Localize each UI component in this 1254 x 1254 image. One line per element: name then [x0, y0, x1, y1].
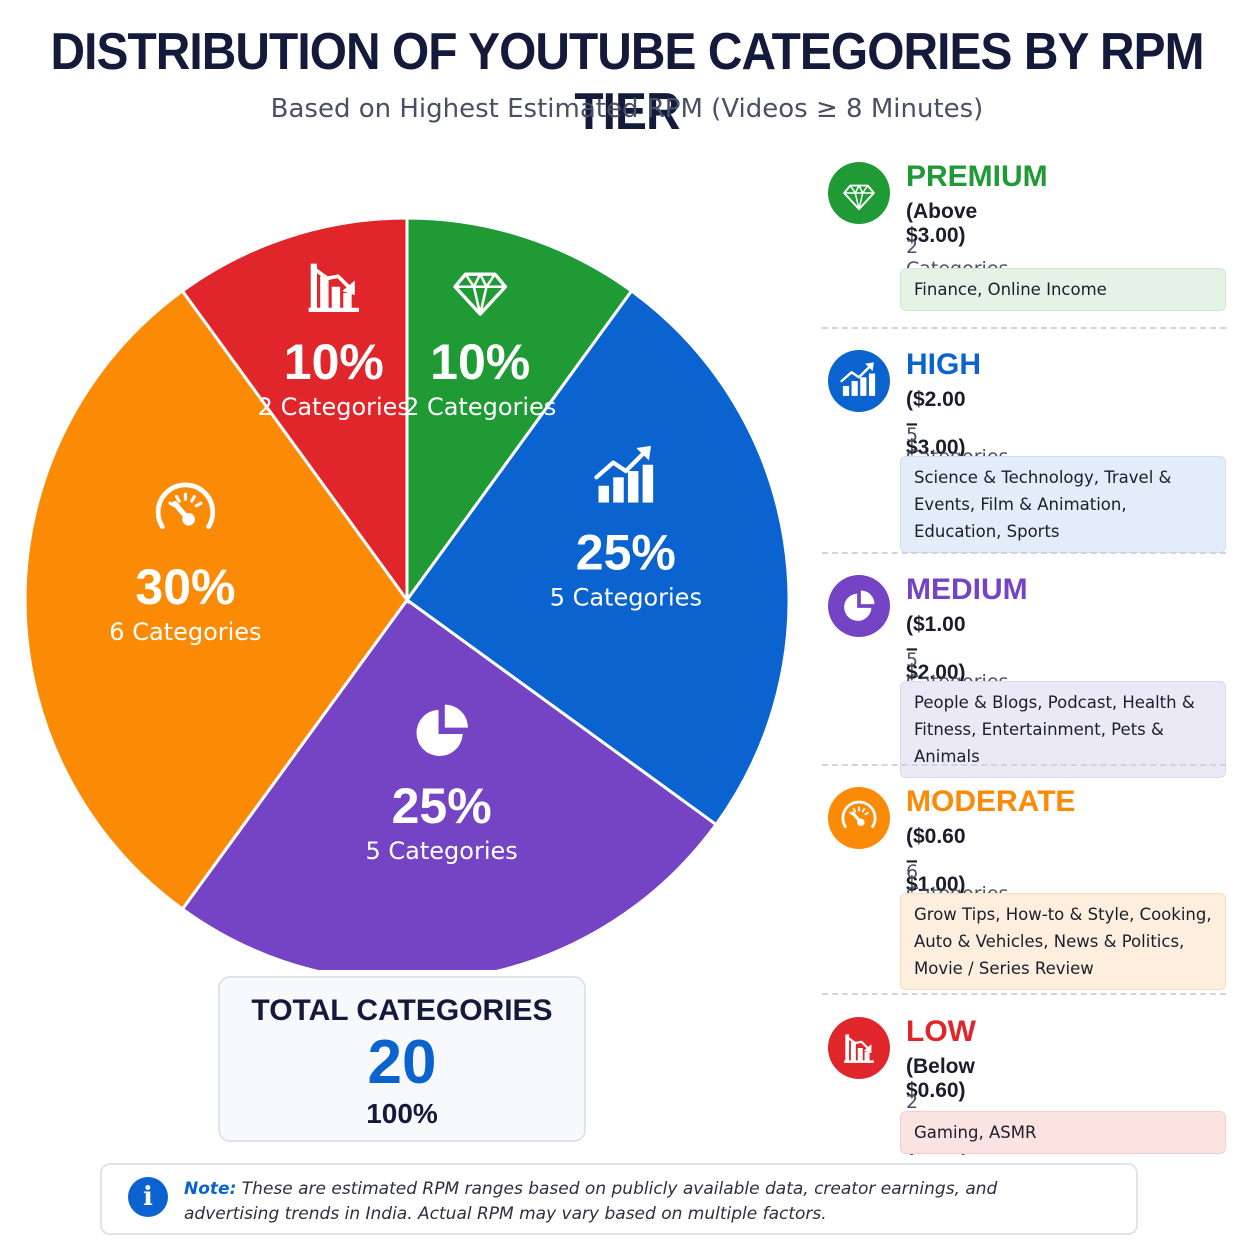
tier-categories-list: Grow Tips, How-to & Style, Cooking, Auto… — [900, 893, 1226, 990]
pie-slice-medium — [180, 597, 719, 970]
declining-chart-icon — [828, 1017, 890, 1079]
total-categories-value: 20 — [367, 1028, 437, 1097]
pie-chart-icon — [416, 704, 468, 757]
pie-chart-icon — [828, 575, 890, 637]
page-subtitle: Based on Highest Estimated RPM (Videos ≥… — [270, 94, 984, 124]
tier-name: MODERATE — [906, 785, 1076, 818]
tier-name: LOW — [906, 1015, 976, 1048]
slice-count-label: 5 Categories — [366, 837, 518, 865]
growth-chart-icon — [828, 350, 890, 412]
pie-chart: 10% 2 Categories 25% 5 Categories 25% 5 Categ… — [23, 216, 791, 970]
slice-label-moderate: 30% 6 Categories — [109, 482, 262, 646]
page-title: DISTRIBUTION OF YOUTUBE CATEGORIES BY RP… — [50, 23, 1204, 141]
slice-label-medium: 25% 5 Categories — [366, 704, 518, 865]
tier-name: HIGH — [906, 348, 981, 381]
slice-count-label: 2 Categories — [258, 393, 410, 421]
slice-count-label: 6 Categories — [109, 618, 261, 646]
tier-rpm-range: ($1.00 – $2.00) — [906, 613, 966, 684]
note-text: Note: These are estimated RPM ranges bas… — [184, 1177, 1004, 1227]
slice-percent-label: 25% — [576, 524, 676, 580]
growth-chart-icon — [594, 445, 654, 503]
slice-percent-label: 10% — [430, 334, 530, 390]
tier-divider — [822, 552, 1226, 554]
tier-rpm-range: (Below $0.60) — [906, 1055, 975, 1102]
slice-label-premium: 10% 2 Categories — [404, 272, 556, 421]
slice-label-high: 25% 5 Categories — [550, 445, 702, 611]
total-categories-card: TOTAL CATEGORIES 20 100% — [218, 976, 586, 1142]
slice-percent-label: 10% — [284, 334, 384, 390]
diamond-icon — [828, 162, 890, 224]
slice-count-label: 2 Categories — [404, 393, 556, 421]
tier-name: MEDIUM — [906, 573, 1028, 606]
slice-label-low: 10% 2 Categories — [258, 263, 410, 421]
slice-count-label: 5 Categories — [550, 583, 702, 611]
tier-name: PREMIUM — [906, 160, 1048, 193]
tier-rpm-range: (Above $3.00) — [906, 200, 978, 247]
pie-slice-moderate — [23, 288, 409, 912]
note-label: Note: — [184, 1179, 237, 1199]
info-icon: i — [128, 1177, 168, 1217]
tier-divider — [822, 327, 1226, 329]
speedometer-icon — [828, 787, 890, 849]
tier-rpm-range: ($0.60 – $1.00) — [906, 825, 966, 896]
pie-slice-low — [180, 216, 409, 605]
total-categories-percent: 100% — [366, 1098, 438, 1129]
note-body: These are estimated RPM ranges based on … — [184, 1179, 998, 1224]
speedometer-icon — [155, 482, 216, 530]
declining-chart-icon — [308, 263, 360, 312]
tier-rpm-range: ($2.00 – $3.00) — [906, 388, 966, 459]
total-categories-title: TOTAL CATEGORIES — [251, 994, 553, 1027]
pie-slice-high — [404, 288, 791, 827]
tier-categories-list: Finance, Online Income — [900, 268, 1226, 311]
slice-percent-label: 25% — [392, 778, 492, 834]
diamond-icon — [453, 272, 508, 316]
tier-categories-list: People & Blogs, Podcast, Health & Fitnes… — [900, 681, 1226, 778]
tier-categories-list: Gaming, ASMR — [900, 1111, 1226, 1154]
tier-categories-list: Science & Technology, Travel & Events, F… — [900, 456, 1226, 553]
note-box: i Note: These are estimated RPM ranges b… — [100, 1163, 1138, 1235]
tier-divider — [822, 993, 1226, 995]
slice-percent-label: 30% — [135, 559, 235, 615]
pie-slice-premium — [405, 216, 634, 605]
tier-divider — [822, 764, 1226, 766]
